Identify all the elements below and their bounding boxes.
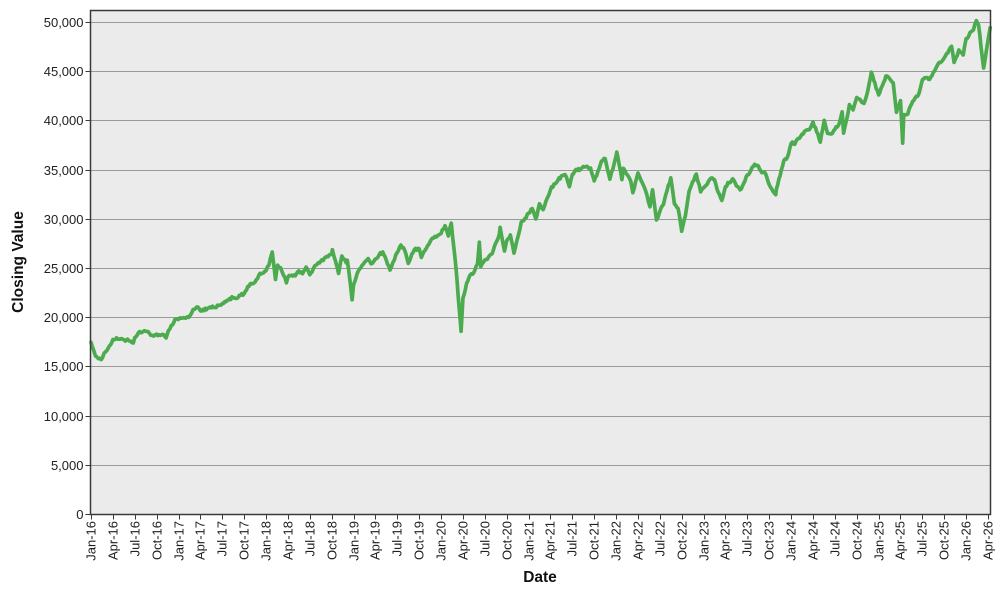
- x-tick-label: Oct-18: [325, 521, 340, 560]
- x-tick-label: Jan-20: [434, 521, 449, 561]
- x-tick-label: Jul-25: [915, 521, 930, 556]
- x-tick-label: Jan-23: [697, 521, 712, 561]
- y-axis: 0 5,000 10,000 15,000 20,000 25,000 30,000 35,0…: [44, 15, 91, 522]
- x-tick-label: Jan-21: [522, 521, 537, 561]
- plot-border: [89, 9, 992, 516]
- x-tick-label: Jan-19: [347, 521, 362, 561]
- x-tick-label: Oct-20: [500, 521, 515, 560]
- x-tick-label: Jan-16: [84, 521, 99, 561]
- x-tick-label: Oct-23: [762, 521, 777, 560]
- x-tick-label: Apr-17: [193, 521, 208, 560]
- x-tick-label: Jan-17: [172, 521, 187, 561]
- x-tick-label: Apr-22: [631, 521, 646, 560]
- x-tick-label: Oct-24: [850, 521, 865, 560]
- x-tick-label: Jul-23: [740, 521, 755, 556]
- y-tick-label: 40,000: [44, 113, 84, 128]
- y-tick-label: 20,000: [44, 310, 84, 325]
- y-tick-label: 0: [76, 507, 83, 522]
- x-tick-label: Jan-22: [609, 521, 624, 561]
- y-axis-title: Closing Value: [10, 211, 27, 313]
- x-tick-label: Jan-18: [259, 521, 274, 561]
- x-tick-label: Jan-25: [872, 521, 887, 561]
- x-tick-label: Jan-26: [959, 521, 974, 561]
- x-tick-label: Jul-16: [128, 521, 143, 556]
- x-axis: Jan-16 Apr-16 Jul-16 Oct-16 Jan-17 Apr-17 Jul-…: [84, 514, 996, 561]
- x-tick-label: Oct-19: [412, 521, 427, 560]
- y-tick-label: 10,000: [44, 409, 84, 424]
- y-tick-label: 45,000: [44, 64, 84, 79]
- y-tick-label: 50,000: [44, 15, 84, 30]
- x-tick-label: Apr-19: [368, 521, 383, 560]
- x-tick-label: Jul-22: [653, 521, 668, 556]
- x-tick-label: Jul-17: [215, 521, 230, 556]
- x-tick-label: Oct-22: [675, 521, 690, 560]
- y-tick-label: 15,000: [44, 359, 84, 374]
- x-tick-label: Apr-26: [981, 521, 996, 560]
- x-tick-label: Apr-25: [893, 521, 908, 560]
- x-tick-label: Apr-16: [106, 521, 121, 560]
- series: [89, 18, 993, 362]
- plot-border-rect: [89, 9, 992, 516]
- x-axis-title: Date: [523, 569, 557, 586]
- x-tick-label: Jul-19: [390, 521, 405, 556]
- x-tick-label: Oct-16: [150, 521, 165, 560]
- plot-background-rect: [90, 10, 991, 515]
- x-tick-label: Jul-24: [828, 521, 843, 556]
- y-tick-label: 25,000: [44, 261, 84, 276]
- x-tick-label: Apr-18: [281, 521, 296, 560]
- y-tick-label: 5,000: [51, 458, 84, 473]
- x-tick-label: Oct-25: [937, 521, 952, 560]
- x-tick-label: Apr-23: [718, 521, 733, 560]
- x-tick-label: Jan-24: [784, 521, 799, 561]
- x-tick-label: Jul-20: [478, 521, 493, 556]
- gridlines: [91, 22, 990, 466]
- closing-value-series-line: [89, 18, 993, 362]
- x-tick-label: Apr-21: [543, 521, 558, 560]
- y-tick-label: 35,000: [44, 163, 84, 178]
- x-tick-label: Apr-24: [806, 521, 821, 560]
- x-tick-label: Jul-18: [303, 521, 318, 556]
- x-tick-label: Oct-17: [237, 521, 252, 560]
- y-tick-label: 30,000: [44, 212, 84, 227]
- plot-background: [90, 10, 991, 515]
- x-tick-label: Apr-20: [456, 521, 471, 560]
- x-tick-label: Oct-21: [587, 521, 602, 560]
- x-tick-label: Jul-21: [565, 521, 580, 556]
